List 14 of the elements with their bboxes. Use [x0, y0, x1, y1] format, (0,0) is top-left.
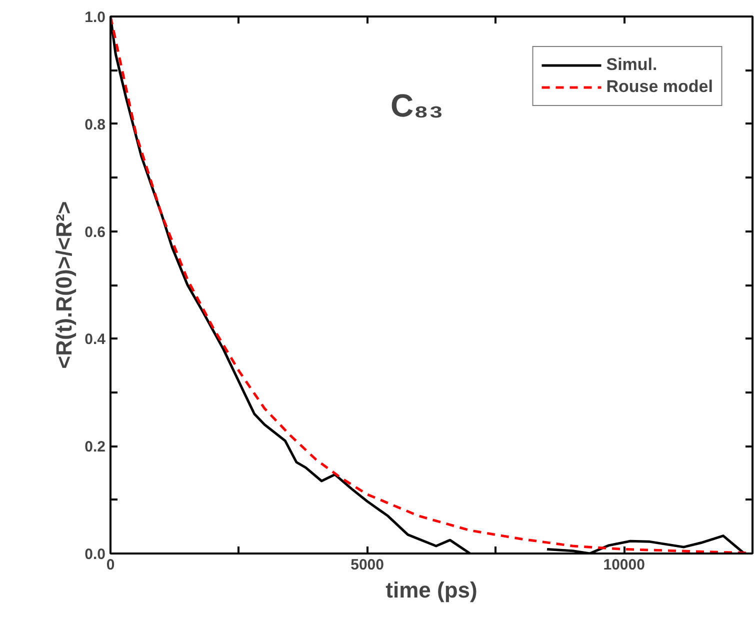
- text: 0.0: [84, 546, 106, 563]
- y-tick-label: 1.0: [84, 9, 106, 26]
- y-tick-label: 0.4: [84, 331, 106, 348]
- x-tick-label: 0: [106, 556, 115, 574]
- y-tick-label: 0.2: [84, 438, 106, 456]
- y-tick-label: 0.6: [84, 224, 106, 241]
- annotation: C₈₃: [390, 88, 444, 124]
- y-axis-title: <R(t).R(0)>/<R²>: [52, 201, 77, 369]
- legend-label: Rouse model: [606, 77, 713, 97]
- x-tick-label: 5000: [350, 556, 384, 574]
- x-tick-label: 10000: [603, 556, 645, 574]
- x-axis-title: time (ps): [386, 578, 478, 602]
- legend-label: Simul.: [606, 55, 658, 75]
- y-tick-label: 0.8: [84, 116, 106, 134]
